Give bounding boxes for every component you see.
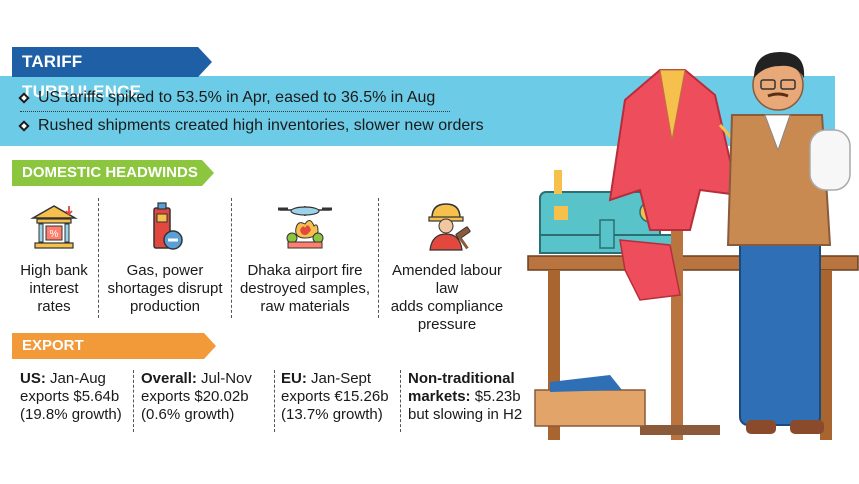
headwind-airport-fire: Dhaka airport fire destroyed samples, ra… — [235, 196, 375, 316]
tariff-bullet-1: US tariffs spiked to 53.5% in Apr, eased… — [18, 89, 435, 107]
bank-interest-icon: % — [30, 205, 78, 249]
export-eu: EU: Jan-Sept exports €15.26b (13.7% grow… — [281, 370, 389, 423]
gas-power-icon — [153, 202, 183, 250]
headwinds-section-title: DOMESTIC HEADWINDS — [12, 160, 214, 186]
shoe-box — [534, 389, 646, 427]
headwind-gas-power: Gas, power shortages disrupt production — [102, 196, 228, 316]
export-overall: Overall: Jul-Nov exports $20.02b (0.6% g… — [141, 370, 252, 423]
tariff-divider — [20, 111, 450, 112]
divider — [98, 198, 99, 318]
headwind-labour-law: Amended labour law adds compliance press… — [381, 196, 513, 334]
divider — [378, 198, 379, 318]
airport-fire-icon — [278, 206, 332, 249]
divider — [274, 370, 275, 432]
shoe-icon — [550, 375, 622, 392]
labour-law-icon — [428, 203, 471, 251]
divider — [231, 198, 232, 318]
diamond-bullet-icon — [18, 92, 30, 104]
red-jacket — [608, 69, 740, 301]
divider — [400, 370, 401, 432]
export-us: US: Jan-Aug exports $5.64b (19.8% growth… — [20, 370, 122, 423]
exports-section-title: EXPORT PERFORMANCE — [12, 333, 216, 380]
sewing-machine-icon — [539, 170, 681, 254]
tariff-section-title: TARIFF TURBULENCE — [12, 47, 212, 101]
tailor-figure — [726, 52, 851, 434]
headwind-bank-rates: % High bank interest rates — [10, 196, 98, 316]
tariff-bullet-2: Rushed shipments created high inventorie… — [18, 117, 484, 135]
svg-text:%: % — [50, 229, 59, 240]
diamond-bullet-icon — [18, 120, 30, 132]
export-non-traditional: Non-traditional markets: $5.23b but slow… — [408, 370, 523, 423]
mannequin-stand — [671, 210, 683, 440]
divider — [133, 370, 134, 432]
tailor-illustration — [527, 52, 859, 440]
workbench-leg — [820, 270, 832, 440]
